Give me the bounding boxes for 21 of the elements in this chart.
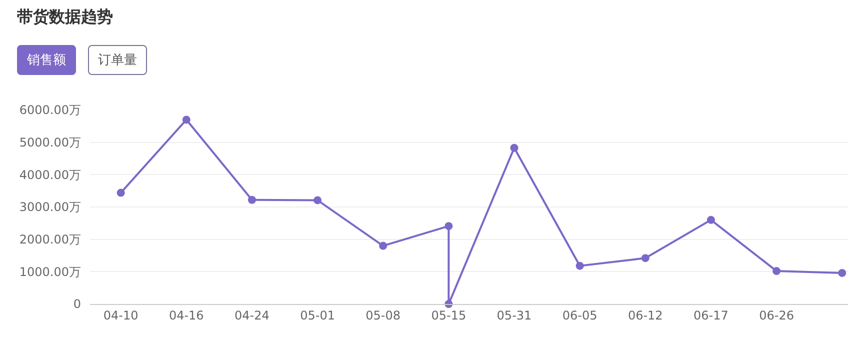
y-tick-label: 0	[73, 297, 81, 312]
x-tick-label: 06-05	[562, 308, 598, 322]
x-tick-label: 04-10	[103, 308, 138, 322]
x-tick-label: 06-26	[759, 308, 794, 322]
chart-title: 带货数据趋势	[17, 7, 113, 28]
x-tick-label: 04-16	[168, 308, 204, 322]
y-tick-label: 2000.00万	[19, 232, 81, 247]
tab-button: 订单量	[88, 45, 147, 75]
y-tick-label: 4000.00万	[19, 168, 81, 182]
y-tick-label: 1000.00万	[19, 264, 81, 279]
y-tick-label: 6000.00万	[19, 103, 81, 118]
x-tick-label: 05-01	[300, 308, 335, 322]
x-tick-label: 05-15	[431, 308, 466, 322]
y-tick-label: 5000.00万	[19, 136, 81, 150]
x-tick-label: 06-12	[628, 308, 663, 322]
x-tick-label: 04-24	[234, 308, 270, 322]
tab-button: 销售额	[17, 45, 76, 75]
y-tick-label: 3000.00万	[19, 200, 81, 214]
x-tick-label: 05-08	[366, 308, 401, 322]
x-tick-label: 05-31	[496, 308, 532, 322]
x-tick-label: 06-17	[694, 308, 728, 322]
